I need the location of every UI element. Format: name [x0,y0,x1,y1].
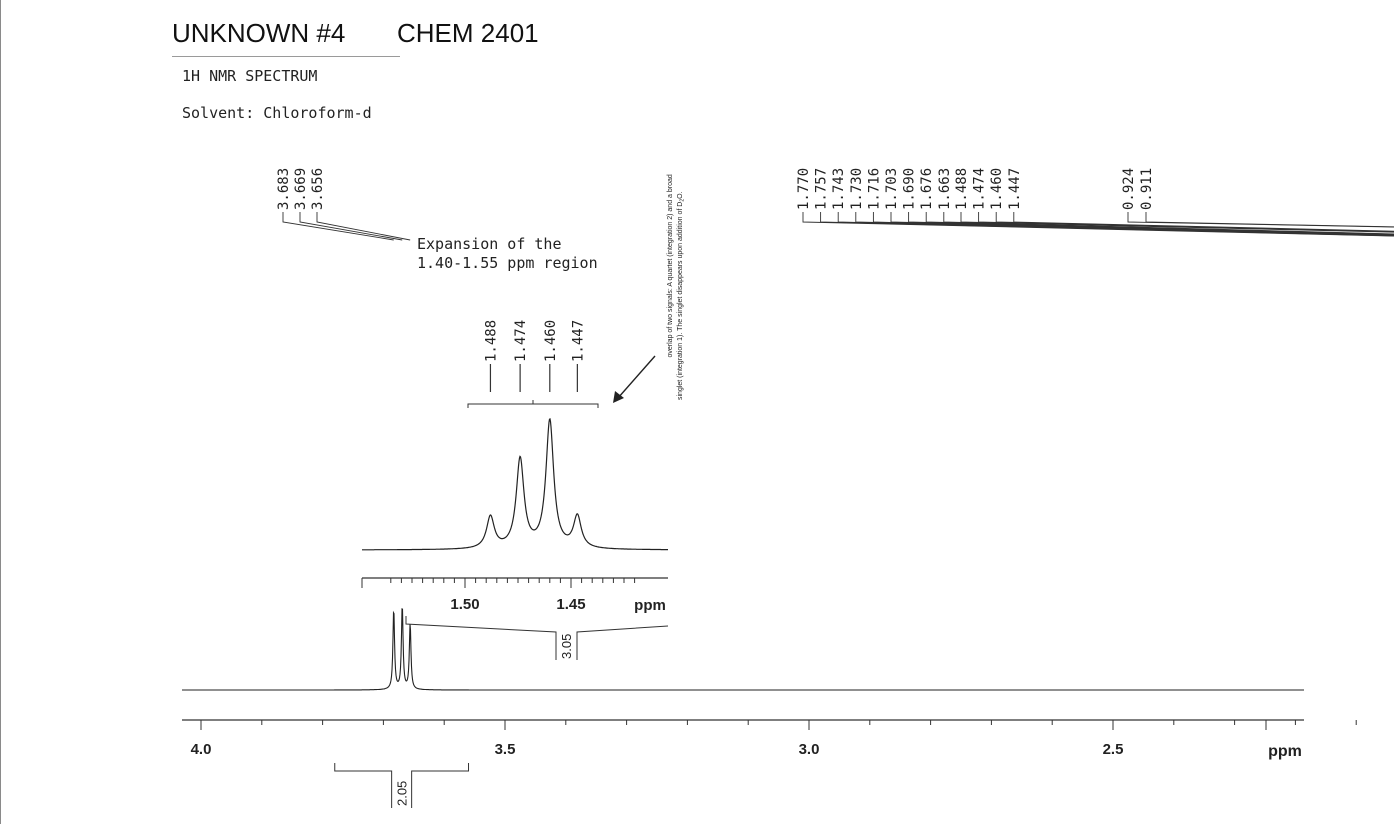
inset-trace [362,418,668,551]
peak-group-b-label: 1.757 [814,168,830,210]
inset-x-axis-label: ppm [634,597,666,614]
peak-group-c-label: 1.460 [989,168,1005,210]
peak-group-d-leader [1145,212,1394,228]
annotation-line-1: overlap of two signals: A quartet (integ… [667,174,674,357]
peak-group-b-leader [943,212,1394,235]
peak-group-b-label: 1.690 [902,168,918,210]
unknown-title: UNKNOWN #4 [172,18,346,48]
inset-integration-value: 3.05 [559,634,574,659]
peak-group-c-leader [978,212,1394,233]
inset-x-tick-label: 1.50 [450,596,479,613]
spectrum-type-label: 1H NMR SPECTRUM [182,67,318,85]
x-tick-label: 3.5 [495,741,516,758]
inset-arrow-shaft [617,355,656,399]
peak-group-a-leader [316,212,411,241]
inset-peak-label: 1.474 [513,320,529,362]
peak-group-a-leader [299,212,403,241]
peak-group-d-leader [1127,212,1394,228]
solvent-label: Solvent: Chloroform-d [182,104,372,122]
peak-group-d-label: 0.924 [1121,168,1137,210]
inset-peak-label: 1.488 [483,320,499,362]
peak-group-a-label: 3.656 [310,168,326,210]
peak-group-b-label: 1.743 [831,168,847,210]
peak-group-c-leader [1013,212,1394,232]
spectrum-trace [182,608,1304,691]
x-axis-label: ppm [1268,743,1302,760]
peak-group-c-leader [995,212,1394,233]
peak-group-a-leader [282,212,394,241]
peak-group-c-label: 1.474 [972,168,988,210]
course-title: CHEM 2401 [397,18,539,48]
svg-text:singlet (integration 1). The: singlet (integration 1). The singlet dis… [677,191,685,400]
peak-group-b-label: 1.716 [866,168,882,210]
peak-group-a-label: 3.683 [276,168,292,210]
integration-bracket [334,763,470,808]
inset-title-line-1: Expansion of the [417,235,562,253]
peak-group-b-label: 1.770 [796,168,812,210]
annotation-subscript: 2 [680,199,686,202]
x-tick-label: 4.0 [191,741,212,758]
x-tick-label: 2.5 [1103,741,1124,758]
inset-peak-label: 1.447 [570,320,586,362]
annotation-line-2-end: O. [677,191,684,198]
title-underline [172,56,400,57]
annotation-line-2: singlet (integration 1). The singlet dis… [677,202,684,400]
peak-group-c-leader [960,212,1394,233]
inset-title-line-2: 1.40-1.55 ppm region [417,254,598,272]
integration-value: 2.05 [395,781,410,806]
peak-group-c-label: 1.488 [954,168,970,210]
page-left-border [0,0,1,824]
peak-group-c-label: 1.447 [1007,168,1023,210]
inset-peak-label: 1.460 [543,320,559,362]
peak-group-b-label: 1.663 [937,168,953,210]
inset-x-tick-label: 1.45 [556,596,585,613]
inset-peak-bracket [467,403,599,408]
peak-group-b-label: 1.703 [884,168,900,210]
svg-text:overlap of two signals: A quar: overlap of two signals: A quartet (integ… [667,174,674,357]
overlap-annotation: overlap of two signals: A quartet (integ… [667,174,685,400]
x-tick-label: 3.0 [799,741,820,758]
peak-group-b-label: 1.676 [919,168,935,210]
peak-group-d-label: 0.911 [1139,168,1155,210]
peak-group-a-label: 3.669 [293,168,309,210]
inset-integration-bracket [405,616,669,660]
inset-arrow-head [613,391,624,403]
peak-group-b-label: 1.730 [849,168,865,210]
